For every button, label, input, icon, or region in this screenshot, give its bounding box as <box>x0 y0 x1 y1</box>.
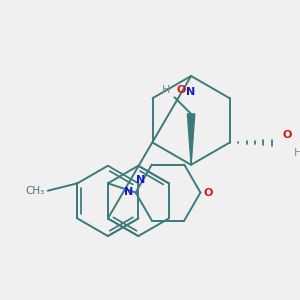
Text: H: H <box>162 85 171 95</box>
Text: CH₃: CH₃ <box>26 186 45 196</box>
Text: O: O <box>282 130 292 140</box>
Text: O: O <box>176 85 186 95</box>
Text: N: N <box>124 187 133 196</box>
Text: H: H <box>293 148 300 158</box>
Text: O: O <box>203 188 213 198</box>
Text: N: N <box>187 87 196 97</box>
Polygon shape <box>188 114 195 165</box>
Text: N: N <box>136 175 145 185</box>
